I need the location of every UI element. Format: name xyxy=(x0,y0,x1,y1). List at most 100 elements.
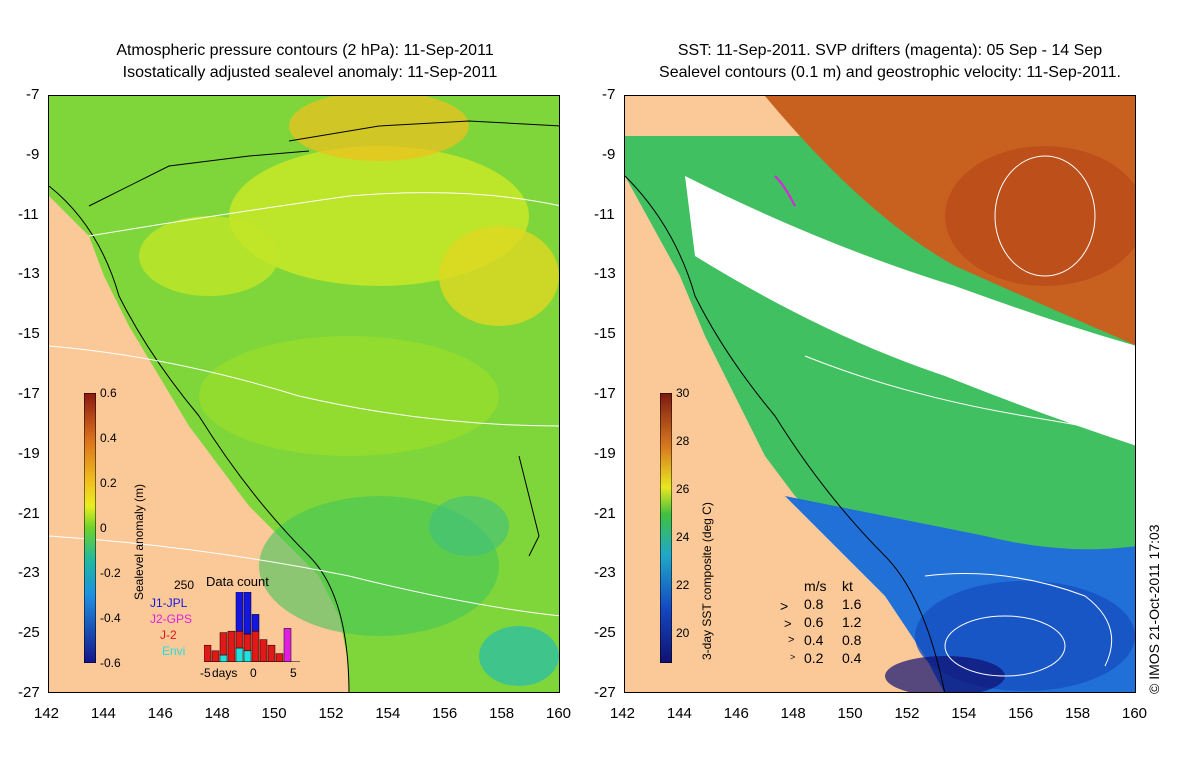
velocity-legend-ms-0: 0.8 xyxy=(804,596,824,612)
histogram-bar xyxy=(227,630,236,662)
histogram-bar xyxy=(243,650,252,662)
velocity-legend-kt-header: kt xyxy=(842,578,853,594)
right-lon-tick: 148 xyxy=(780,705,806,722)
left-lat-tick: -11 xyxy=(18,205,39,223)
velocity-legend-kt-2: 0.8 xyxy=(842,632,862,648)
velocity-arrow-0: > xyxy=(780,598,789,614)
right-lat-tick: -13 xyxy=(594,265,616,283)
data-count-xlabel: days xyxy=(212,666,238,680)
right-title-line1: SST: 11-Sep-2011. SVP drifters (magenta)… xyxy=(677,42,1103,59)
histogram-bar xyxy=(243,633,252,652)
velocity-arrow-1: > xyxy=(784,616,792,631)
left-lat-tick: -27 xyxy=(18,684,40,701)
right-lat-tick: -25 xyxy=(594,624,616,642)
sealevel-tick-4: -0.2 xyxy=(100,566,121,580)
right-lon-tick: 142 xyxy=(610,705,636,722)
histogram-bar xyxy=(219,632,228,656)
data-count-histogram xyxy=(204,592,300,662)
right-lon-tick: 160 xyxy=(1122,705,1148,722)
right-lon-tick: 156 xyxy=(1008,705,1034,722)
sealevel-colorbar-label: Sealevel anomaly (m) xyxy=(132,483,146,600)
histogram-bar xyxy=(219,654,228,662)
left-lon-tick: 160 xyxy=(546,705,572,722)
velocity-legend-ms-3: 0.2 xyxy=(804,650,824,666)
data-count-title: Data count xyxy=(206,574,269,589)
left-lat-tick: -21 xyxy=(18,504,40,522)
histogram-bar xyxy=(283,628,292,662)
sealevel-tick-3: 0 xyxy=(100,521,107,535)
left-lat-tick: -25 xyxy=(18,624,40,642)
right-lat-tick: -11 xyxy=(594,205,615,223)
histogram-bar xyxy=(267,644,276,662)
left-lon-tick: 154 xyxy=(375,705,401,722)
histogram-bar xyxy=(243,592,252,635)
right-lat-tick: -17 xyxy=(594,385,616,402)
histogram-bar xyxy=(251,614,260,632)
sst-colorbar-label: 3-day SST composite (deg C) xyxy=(700,502,714,660)
right-lon-tick: 152 xyxy=(894,705,920,722)
left-lon-tick: 146 xyxy=(147,705,173,722)
left-lat-tick: -23 xyxy=(18,564,40,582)
sealevel-tick-1: 0.4 xyxy=(100,431,117,445)
right-lat-tick: -15 xyxy=(594,325,616,343)
left-lat-tick: -19 xyxy=(18,444,40,462)
left-lon-tick: 142 xyxy=(34,705,60,722)
sealevel-tick-0: 0.6 xyxy=(100,386,117,400)
velocity-legend-kt-3: 0.4 xyxy=(842,650,862,666)
histogram-bar xyxy=(204,644,212,662)
data-count-max: 250 xyxy=(174,578,195,592)
mission-envi: Envi xyxy=(162,644,186,658)
histogram-bar xyxy=(235,592,244,632)
histogram-bar xyxy=(251,630,260,662)
data-count-inset: 250 Data count J1-JPL J2-GPS J-2 Envi -5… xyxy=(150,574,310,684)
copyright-stamp: © IMOS 21-Oct-2011 17:03 xyxy=(1146,524,1162,694)
sst-tick-1: 28 xyxy=(676,434,690,448)
velocity-legend-kt-1: 1.2 xyxy=(842,614,862,630)
mission-j1: J1-JPL xyxy=(150,596,188,610)
velocity-arrow-3: > xyxy=(790,652,796,662)
sst-map xyxy=(625,96,1135,692)
sealevel-map-panel xyxy=(48,95,560,693)
right-lon-tick: 154 xyxy=(951,705,977,722)
sst-colorbar xyxy=(659,392,673,664)
right-title-line2: Sealevel contours (0.1 m) and geostrophi… xyxy=(659,64,1121,81)
left-title-line1: Atmospheric pressure contours (2 hPa): 1… xyxy=(116,42,494,59)
right-lat-tick: -7 xyxy=(602,86,616,103)
right-lat-tick: -27 xyxy=(594,684,616,701)
right-lat-tick: -21 xyxy=(594,504,616,522)
left-lon-tick: 150 xyxy=(261,705,287,722)
sst-tick-3: 24 xyxy=(676,530,690,544)
left-lat-tick: -17 xyxy=(18,385,40,402)
velocity-legend-ms-2: 0.4 xyxy=(804,632,824,648)
histogram-bar xyxy=(235,630,244,649)
sst-tick-5: 20 xyxy=(676,626,690,640)
mission-j2: J-2 xyxy=(160,628,177,642)
left-lon-tick: 158 xyxy=(489,705,515,722)
right-lon-tick: 146 xyxy=(723,705,749,722)
right-lat-tick: -19 xyxy=(594,444,616,462)
velocity-arrow-2: > xyxy=(788,634,795,646)
sst-map-panel xyxy=(624,95,1136,693)
left-title-line2: Isostatically adjusted sealevel anomaly:… xyxy=(122,64,498,81)
right-lon-tick: 150 xyxy=(837,705,863,722)
sst-tick-0: 30 xyxy=(676,386,690,400)
histogram-bar xyxy=(275,653,284,662)
velocity-legend-ms-header: m/s xyxy=(804,578,827,594)
velocity-legend-ms-1: 0.6 xyxy=(804,614,824,630)
sealevel-map xyxy=(49,96,559,692)
left-lon-tick: 156 xyxy=(432,705,458,722)
velocity-legend-kt-0: 1.6 xyxy=(842,596,862,612)
left-lat-tick: -13 xyxy=(18,265,40,283)
left-lat-tick: -9 xyxy=(26,145,40,163)
data-count-xtick-0: 0 xyxy=(250,666,257,680)
right-lat-tick: -9 xyxy=(602,145,616,163)
right-lon-tick: 144 xyxy=(666,705,692,722)
left-lat-tick: -15 xyxy=(18,325,40,343)
sst-colorbar-gradient xyxy=(659,392,673,664)
sealevel-tick-2: 0.2 xyxy=(100,476,117,490)
right-lat-tick: -23 xyxy=(594,564,616,582)
sealevel-tick-6: -0.6 xyxy=(100,656,121,670)
sealevel-tick-5: -0.4 xyxy=(100,611,121,625)
left-lon-tick: 144 xyxy=(90,705,116,722)
sst-tick-2: 26 xyxy=(676,482,690,496)
